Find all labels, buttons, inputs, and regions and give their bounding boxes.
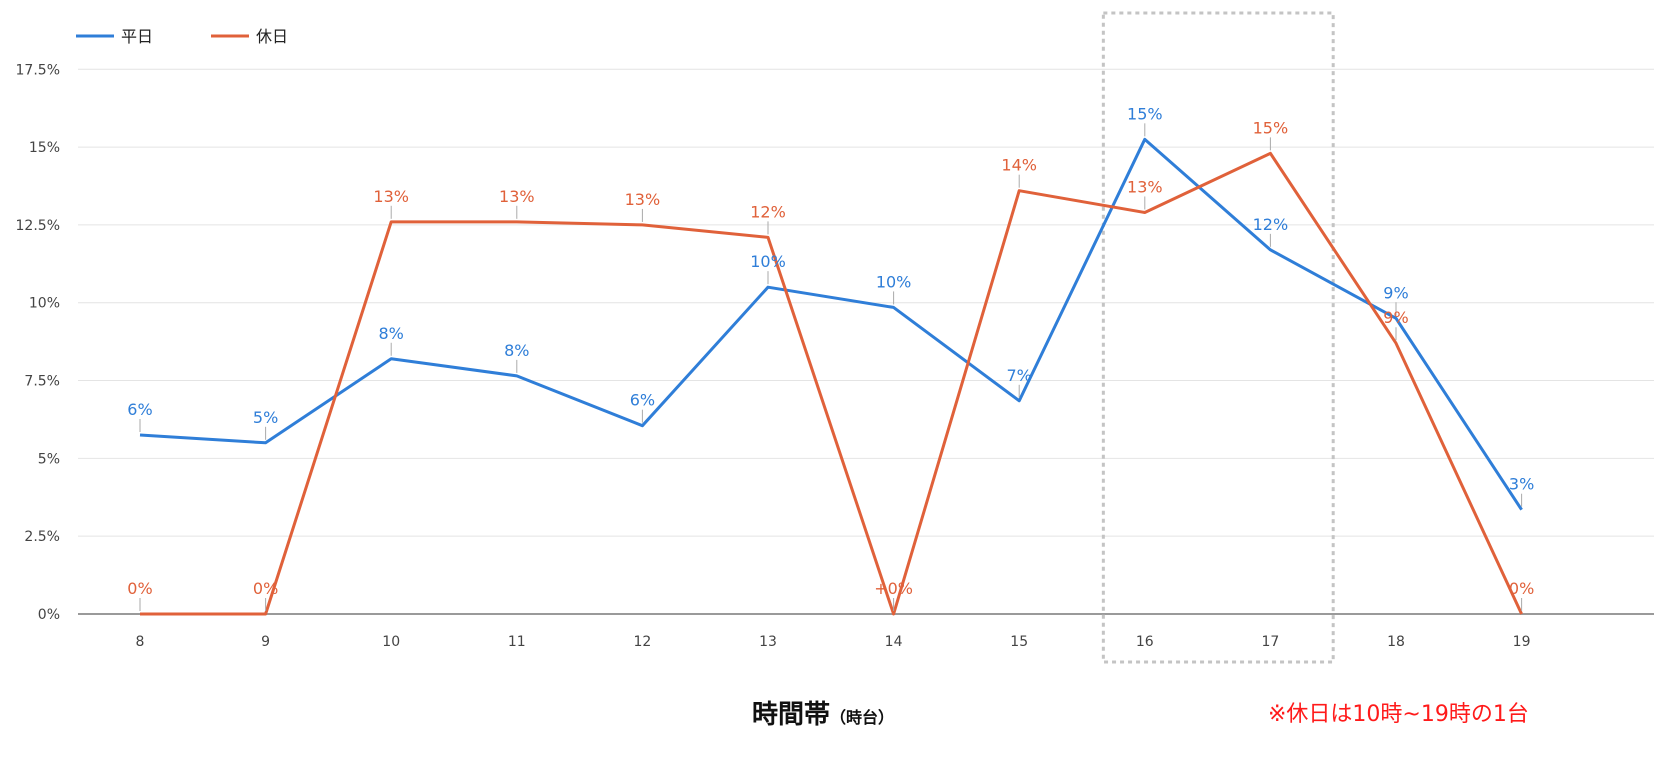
legend-label: 休日 bbox=[256, 27, 288, 46]
x-tick-label: 14 bbox=[885, 634, 903, 650]
x-axis-title-main: 時間帯 bbox=[752, 700, 831, 730]
series-line-2 bbox=[140, 151, 1523, 616]
y-tick-label: 0% bbox=[38, 607, 60, 623]
y-tick-label: 2.5% bbox=[24, 529, 60, 545]
data-label: 15% bbox=[1253, 118, 1289, 137]
data-label: 15% bbox=[1127, 104, 1163, 123]
data-label: 10% bbox=[750, 252, 786, 271]
data-label: 8% bbox=[379, 324, 404, 343]
x-tick-label: 9 bbox=[261, 634, 270, 650]
y-tick-label: 17.5% bbox=[16, 62, 60, 78]
x-axis-title: 時間帯（時台） bbox=[752, 694, 894, 731]
series-group bbox=[139, 137, 1523, 616]
x-tick-label: 8 bbox=[136, 634, 145, 650]
footnote: ※休日は10時~19時の1台 bbox=[1268, 702, 1529, 727]
x-tick-label: 13 bbox=[759, 634, 777, 650]
data-label: 13% bbox=[1127, 177, 1163, 196]
y-tick-label: 10% bbox=[29, 296, 60, 312]
data-label: 9% bbox=[1383, 308, 1408, 327]
data-label: 5% bbox=[253, 408, 278, 427]
y-tick-label: 7.5% bbox=[24, 374, 60, 390]
data-label: 13% bbox=[373, 187, 409, 206]
x-tick-label: 16 bbox=[1136, 634, 1154, 650]
data-label: 0% bbox=[127, 579, 152, 598]
y-axis-ticks: 0% 2.5% 5% 7.5% 10% 12.5% 15% 17.5% bbox=[16, 62, 60, 623]
x-tick-label: 19 bbox=[1513, 634, 1531, 650]
y-tick-label: 12.5% bbox=[16, 218, 60, 234]
x-axis-title-unit: （時台） bbox=[830, 708, 895, 727]
data-label: 13% bbox=[625, 190, 661, 209]
data-label: 0% bbox=[1509, 579, 1534, 598]
series-line-1 bbox=[139, 137, 1523, 511]
data-label: 9% bbox=[1383, 283, 1408, 302]
data-label: 3% bbox=[1509, 475, 1534, 494]
x-tick-label: 10 bbox=[382, 634, 400, 650]
data-label: 6% bbox=[127, 400, 152, 419]
x-tick-label: 11 bbox=[508, 634, 526, 650]
data-label: 10% bbox=[876, 272, 912, 291]
data-labels: 6% 5% 8% 8% 6% 10% 10% 7% 15% 12% 9% 3% 0% 0% 13% 13% 13… bbox=[127, 104, 1534, 611]
data-label: 13% bbox=[499, 187, 535, 206]
x-tick-label: 15 bbox=[1010, 634, 1028, 650]
x-axis-ticks: 8 9 10 11 12 13 14 15 16 17 18 19 bbox=[136, 634, 1531, 650]
data-label: 12% bbox=[750, 202, 786, 221]
x-tick-label: 12 bbox=[633, 634, 651, 650]
legend: 平日 休日 bbox=[76, 27, 288, 46]
x-tick-label: 17 bbox=[1261, 634, 1279, 650]
legend-label: 平日 bbox=[121, 27, 153, 46]
data-label: 14% bbox=[1001, 156, 1037, 175]
data-label: 8% bbox=[504, 341, 529, 360]
data-label: 0% bbox=[253, 579, 278, 598]
highlight-box bbox=[1101, 11, 1335, 664]
y-tick-label: 15% bbox=[29, 140, 60, 156]
x-tick-label: 18 bbox=[1387, 634, 1405, 650]
data-label: +0% bbox=[874, 579, 913, 598]
data-label: 6% bbox=[630, 391, 655, 410]
data-label: 7% bbox=[1007, 366, 1032, 385]
y-tick-label: 5% bbox=[38, 451, 60, 467]
data-label: 12% bbox=[1253, 215, 1289, 234]
